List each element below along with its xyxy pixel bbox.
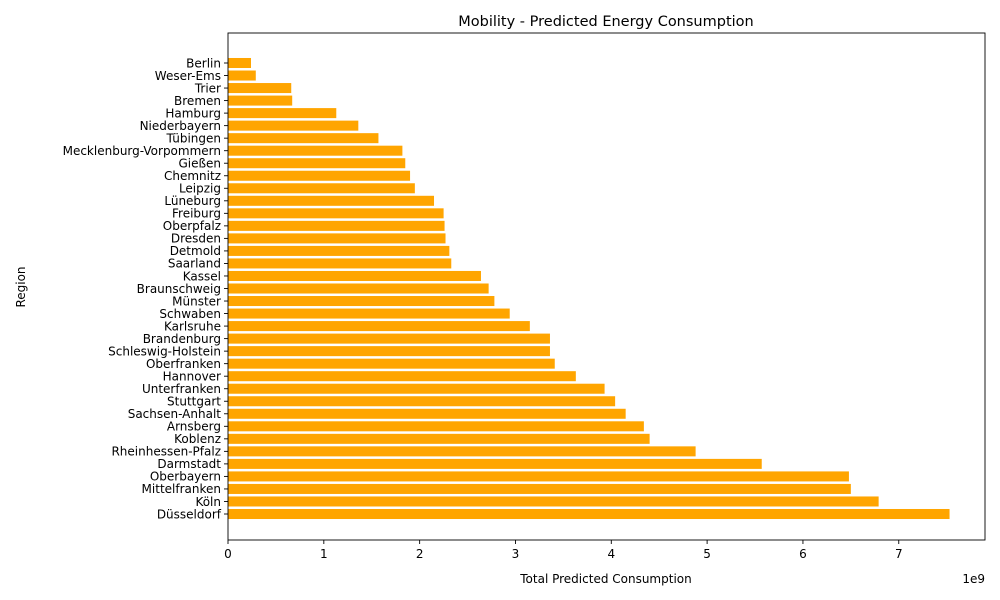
- bar: [228, 408, 626, 419]
- bar: [228, 258, 452, 269]
- bar: [228, 57, 251, 69]
- bar: [228, 496, 879, 507]
- bar: [228, 446, 696, 457]
- bar: [228, 270, 481, 281]
- bar: [228, 396, 616, 407]
- y-tick-label: Schwaben: [159, 307, 221, 321]
- bar: [228, 508, 950, 520]
- y-tick-label: Bremen: [174, 94, 221, 108]
- bar: [228, 308, 510, 319]
- y-tick-label: Tübingen: [166, 131, 221, 145]
- x-tick-label: 7: [895, 547, 903, 561]
- bar: [228, 208, 444, 219]
- y-axis-label: Region: [14, 266, 28, 307]
- chart-title: Mobility - Predicted Energy Consumption: [458, 14, 753, 30]
- y-tick-label: Rheinhessen-Pfalz: [111, 445, 221, 459]
- y-tick-label: Köln: [195, 495, 221, 509]
- bar: [228, 383, 605, 394]
- x-axis-label: Total Predicted Consumption: [519, 572, 691, 586]
- bar: [228, 421, 644, 432]
- bar: [228, 321, 530, 332]
- x-tick-label: 4: [607, 547, 615, 561]
- y-tick-label: Oberfranken: [146, 357, 221, 371]
- x-tick-label: 0: [224, 547, 232, 561]
- bar: [228, 95, 293, 106]
- bar: [228, 195, 435, 206]
- bar: [228, 483, 851, 494]
- y-tick-label: Trier: [194, 81, 221, 95]
- bar: [228, 70, 256, 81]
- bar: [228, 108, 337, 119]
- y-tick-label: Darmstadt: [157, 457, 221, 471]
- bar: [228, 83, 292, 94]
- bar: [228, 296, 495, 307]
- y-tick-label: Berlin: [186, 56, 221, 70]
- y-tick-label: Braunschweig: [137, 282, 221, 296]
- y-tick-label: Weser-Ems: [155, 69, 221, 83]
- plot-frame: [227, 32, 986, 541]
- y-tick-label: Schleswig-Holstein: [108, 344, 221, 358]
- bar: [228, 220, 445, 231]
- y-tick-label: Unterfranken: [142, 382, 221, 396]
- bar: [228, 333, 550, 344]
- y-tick-label: Mecklenburg-Vorpommern: [63, 144, 221, 158]
- y-tick-label: Kassel: [183, 269, 221, 283]
- bar: [228, 346, 550, 357]
- y-tick-label: Saarland: [168, 257, 221, 271]
- bar: [228, 471, 849, 482]
- bar: [228, 183, 415, 194]
- bar: [228, 120, 359, 131]
- y-tick-label: Koblenz: [174, 432, 221, 446]
- y-tick-label: Freiburg: [172, 207, 221, 221]
- bar: [228, 233, 446, 244]
- y-tick-label: Arnsberg: [167, 420, 221, 434]
- x-tick-label: 6: [799, 547, 807, 561]
- bar: [228, 133, 379, 144]
- y-tick-label: Detmold: [170, 244, 221, 258]
- bar: [228, 458, 762, 469]
- y-ticks: DüsseldorfKölnMittelfrankenOberbayernDar…: [63, 56, 228, 521]
- y-tick-label: Chemnitz: [164, 169, 221, 183]
- bars-layer: [228, 57, 950, 520]
- bar: [228, 283, 489, 294]
- y-tick-label: Leipzig: [179, 182, 221, 196]
- bar: [228, 158, 406, 169]
- y-tick-label: Niederbayern: [140, 119, 221, 133]
- x-ticks: 0 1 2 3 4 5 6 7: [224, 540, 903, 561]
- y-tick-label: Lüneburg: [164, 194, 221, 208]
- y-tick-label: Karlsruhe: [164, 319, 221, 333]
- y-tick-label: Oberpfalz: [163, 219, 221, 233]
- bar: [228, 433, 650, 444]
- y-tick-label: Düsseldorf: [157, 507, 222, 521]
- bar: [228, 371, 576, 382]
- y-tick-label: Sachsen-Anhalt: [128, 407, 222, 421]
- x-tick-label: 3: [512, 547, 520, 561]
- y-tick-label: Münster: [172, 294, 221, 308]
- y-tick-label: Gießen: [178, 157, 221, 171]
- y-tick-label: Dresden: [171, 232, 221, 246]
- y-tick-label: Hamburg: [165, 106, 221, 120]
- bar: [228, 145, 403, 156]
- bar: [228, 358, 555, 369]
- x-axis-multiplier: 1e9: [962, 572, 985, 586]
- y-tick-label: Stuttgart: [167, 395, 221, 409]
- y-tick-label: Brandenburg: [143, 332, 221, 346]
- x-tick-label: 1: [320, 547, 328, 561]
- x-tick-label: 2: [416, 547, 424, 561]
- y-tick-label: Mittelfranken: [142, 482, 221, 496]
- bar: [228, 170, 411, 181]
- y-tick-label: Hannover: [163, 369, 221, 383]
- bar: [228, 245, 450, 256]
- y-tick-label: Oberbayern: [150, 470, 221, 484]
- x-tick-label: 5: [703, 547, 711, 561]
